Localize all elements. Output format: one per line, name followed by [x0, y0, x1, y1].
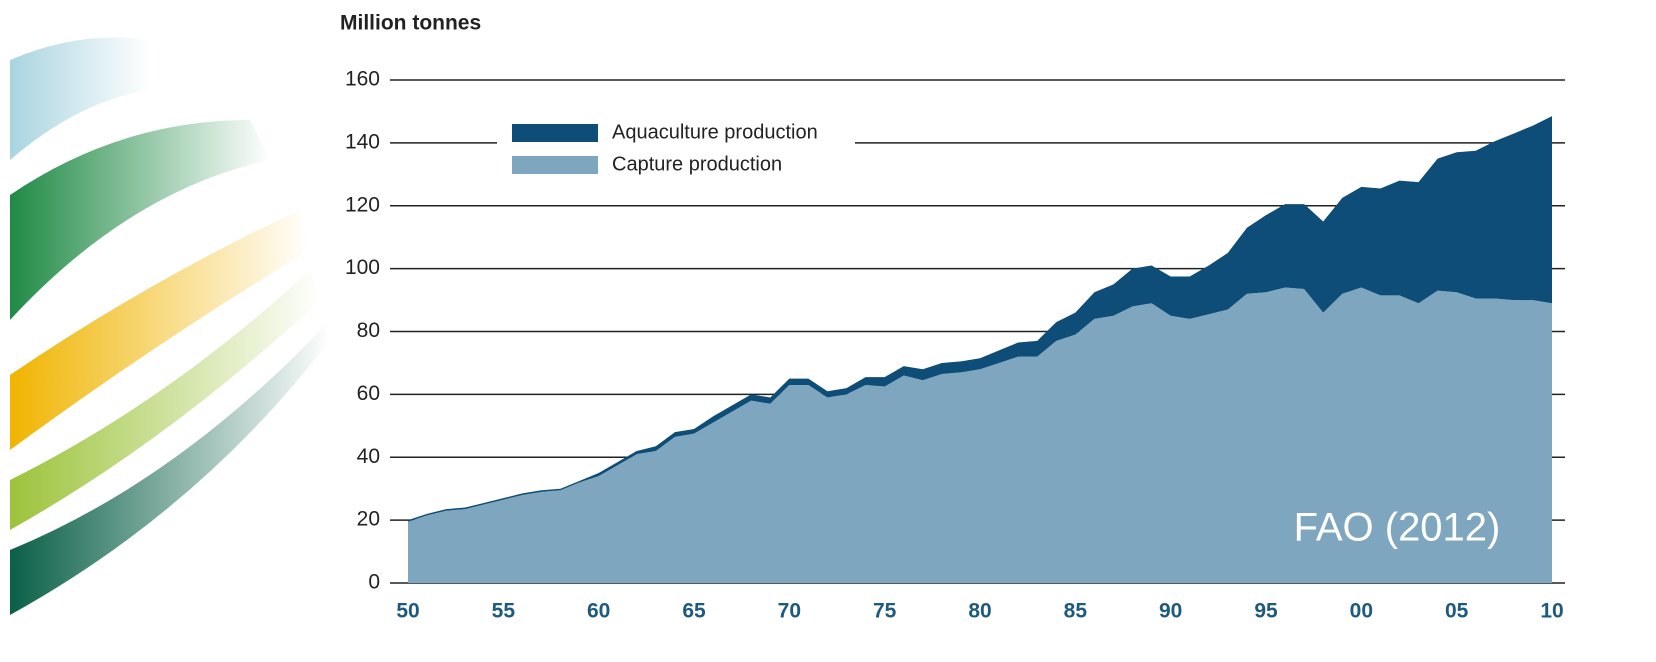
y-tick-label: 80: [357, 319, 380, 342]
chart-title: Million tonnes: [340, 12, 481, 35]
decoration: [10, 37, 330, 615]
x-tick-label: 60: [587, 600, 610, 623]
x-tick-label: 50: [396, 600, 419, 623]
y-tick-label: 120: [345, 193, 380, 216]
y-tick-label: 20: [357, 508, 380, 531]
x-tick-label: 00: [1350, 600, 1373, 623]
legend-swatch: [512, 124, 598, 142]
y-tick-label: 0: [368, 571, 380, 594]
legend-label: Aquaculture production: [612, 121, 818, 143]
y-tick-label: 100: [345, 256, 380, 279]
y-tick-label: 40: [357, 445, 380, 468]
x-tick-label: 80: [968, 600, 991, 623]
legend-label: Capture production: [612, 153, 782, 175]
y-tick-label: 160: [345, 68, 380, 91]
annotation: FAO (2012): [1294, 506, 1501, 550]
x-tick-label: 85: [1064, 600, 1088, 623]
y-tick-label: 140: [345, 130, 380, 153]
x-tick-label: 05: [1445, 600, 1469, 623]
x-tick-label: 95: [1254, 600, 1278, 623]
area: [408, 287, 1552, 583]
x-tick-label: 65: [682, 600, 706, 623]
y-tick-label: 60: [357, 382, 380, 405]
area: [408, 116, 1552, 522]
x-tick-label: 10: [1540, 600, 1563, 623]
legend-swatch: [512, 156, 598, 174]
x-tick-label: 75: [873, 600, 897, 623]
x-tick-label: 90: [1159, 600, 1182, 623]
x-tick-label: 70: [778, 600, 801, 623]
x-tick-label: 55: [492, 600, 516, 623]
